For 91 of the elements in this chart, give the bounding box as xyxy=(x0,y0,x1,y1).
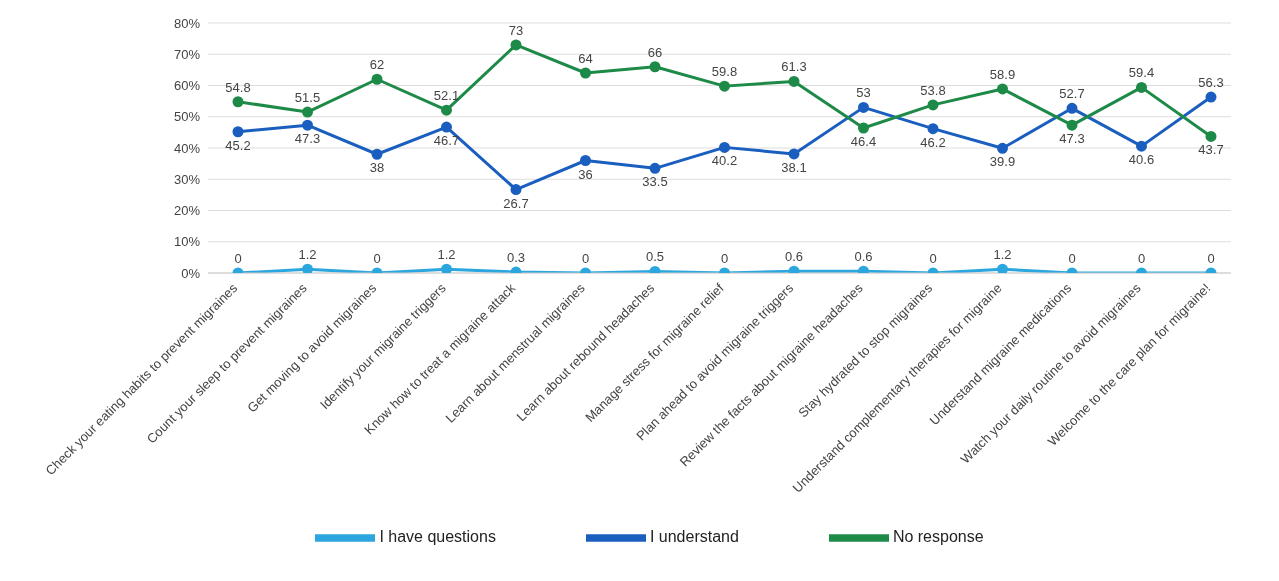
data-label: 53.8 xyxy=(920,82,946,98)
point xyxy=(788,148,800,160)
data-label: 73 xyxy=(508,22,524,38)
data-label: 40.6 xyxy=(1128,152,1155,168)
data-label: 0 xyxy=(581,251,590,266)
data-label: 45.2 xyxy=(225,137,251,153)
y-tick-label: 0% xyxy=(181,265,201,281)
point xyxy=(302,119,313,131)
point xyxy=(1066,102,1078,114)
data-label: 53 xyxy=(856,85,871,101)
data-label: 26.7 xyxy=(503,195,529,211)
data-label: 36 xyxy=(578,166,593,182)
y-tick-label: 20% xyxy=(173,203,201,219)
data-label: 38 xyxy=(369,160,385,176)
data-label: 0.3 xyxy=(506,250,526,266)
data-label: 0 xyxy=(720,251,729,266)
point xyxy=(719,141,730,153)
data-label: 43.7 xyxy=(1198,142,1224,158)
legend-label: No response xyxy=(892,528,984,546)
data-label: 38.1 xyxy=(781,159,807,175)
data-label: 54.8 xyxy=(225,79,251,95)
data-label: 52.7 xyxy=(1059,86,1085,102)
data-label: 46.7 xyxy=(433,133,460,149)
data-label: 1.2 xyxy=(437,247,456,263)
data-label: 0 xyxy=(1137,251,1146,266)
point xyxy=(788,75,800,87)
point xyxy=(510,184,522,196)
point xyxy=(580,155,591,166)
data-label: 1.2 xyxy=(993,247,1012,263)
point xyxy=(997,83,1008,95)
data-label: 56.3 xyxy=(1198,75,1224,91)
data-label: 58.9 xyxy=(989,66,1016,82)
point xyxy=(858,265,869,273)
data-label: 0 xyxy=(234,251,242,266)
data-label: 0.6 xyxy=(784,249,804,265)
data-label: 0 xyxy=(1207,251,1215,266)
point xyxy=(858,122,869,134)
y-tick-label: 50% xyxy=(173,109,201,125)
data-label: 47.3 xyxy=(1059,131,1085,147)
point xyxy=(510,39,522,51)
data-label: 46.2 xyxy=(920,134,946,150)
point xyxy=(441,104,452,116)
point xyxy=(927,123,939,135)
point xyxy=(302,263,313,273)
point xyxy=(997,263,1008,273)
point xyxy=(1136,140,1147,152)
point xyxy=(232,126,244,138)
point xyxy=(580,67,591,79)
data-label: 0 xyxy=(1068,251,1076,266)
point xyxy=(441,121,452,133)
y-tick-label: 30% xyxy=(173,171,201,187)
point xyxy=(371,148,383,160)
data-label: 46.4 xyxy=(850,134,877,149)
point xyxy=(441,263,452,273)
data-label: 59.4 xyxy=(1128,65,1155,81)
point xyxy=(649,61,661,73)
point xyxy=(719,80,730,92)
legend-label: I have questions xyxy=(379,528,496,546)
data-label: 1.2 xyxy=(298,247,317,263)
data-label: 62 xyxy=(369,57,385,73)
data-label: 0 xyxy=(373,251,381,266)
data-label: 0 xyxy=(929,251,937,266)
data-label: 33.5 xyxy=(642,174,668,190)
point xyxy=(1205,91,1217,103)
data-label: 59.8 xyxy=(711,64,738,80)
y-tick-label: 10% xyxy=(173,234,201,250)
data-label: 66 xyxy=(647,44,663,60)
data-label: 0.5 xyxy=(645,249,665,265)
data-label: 0.6 xyxy=(854,249,873,265)
data-label: 52.1 xyxy=(433,88,460,104)
data-label: 61.3 xyxy=(781,59,807,75)
point xyxy=(371,73,383,85)
point xyxy=(302,106,313,118)
legend-label: I understand xyxy=(649,528,739,546)
data-label: 64 xyxy=(578,51,593,66)
y-tick-label: 80% xyxy=(173,15,201,31)
point xyxy=(858,101,869,113)
data-label: 47.3 xyxy=(294,131,321,147)
point xyxy=(927,99,939,111)
point xyxy=(232,96,244,108)
point xyxy=(1205,130,1217,142)
y-tick-label: 60% xyxy=(173,78,201,94)
point xyxy=(1066,119,1078,131)
point xyxy=(1136,81,1147,93)
point xyxy=(997,142,1008,154)
y-tick-label: 70% xyxy=(173,46,201,62)
point xyxy=(649,162,661,174)
data-label: 40.2 xyxy=(711,153,738,169)
data-label: 51.5 xyxy=(294,90,321,106)
y-tick-label: 40% xyxy=(173,140,201,156)
data-label: 39.9 xyxy=(989,154,1016,170)
